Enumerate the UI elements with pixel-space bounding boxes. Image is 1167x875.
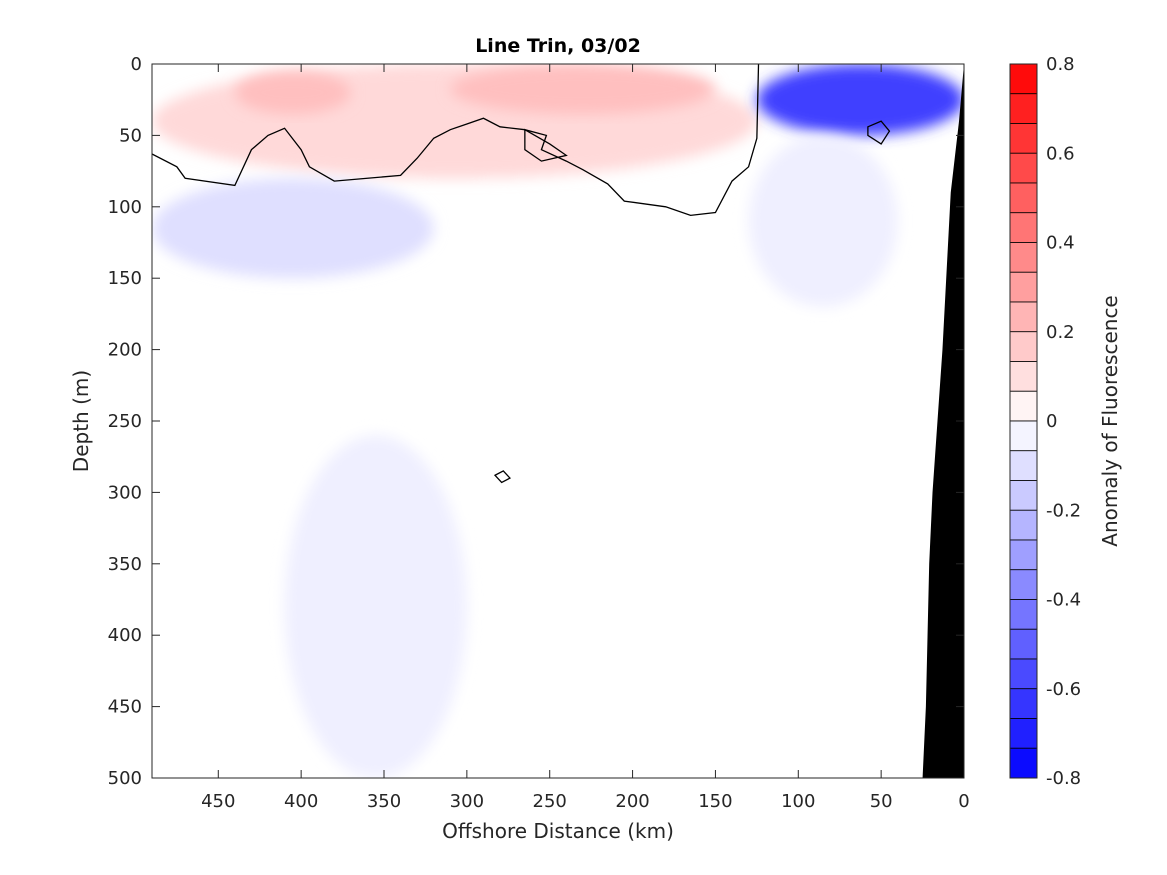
colorbar-level xyxy=(1009,509,1038,541)
y-tick-label: 200 xyxy=(108,340,142,361)
colorbar-level xyxy=(1009,242,1038,273)
colorbar-tick-label: 0 xyxy=(1046,411,1057,432)
colorbar-level xyxy=(1009,420,1038,452)
colorbar-level xyxy=(1009,599,1038,630)
anomaly-region-negative xyxy=(748,135,898,307)
colorbar-level xyxy=(1009,63,1038,95)
colorbar-level xyxy=(1009,123,1038,154)
y-tick-label: 0 xyxy=(131,54,142,75)
colorbar-level xyxy=(1009,688,1038,719)
y-tick-label: 250 xyxy=(108,411,142,432)
colorbar-level xyxy=(1009,718,1038,749)
colorbar-level xyxy=(1009,569,1038,600)
colorbar-level xyxy=(1009,450,1038,481)
colorbar-level xyxy=(1009,212,1038,243)
colorbar-label: Anomaly of Fluorescence xyxy=(1098,295,1122,546)
anomaly-region-positive xyxy=(450,64,716,114)
colorbar-tick-label: 0.2 xyxy=(1046,322,1075,343)
y-axis-label: Depth (m) xyxy=(69,370,93,472)
anomaly-region-positive xyxy=(234,71,351,114)
x-tick-label: 200 xyxy=(615,791,649,812)
y-tick-label: 150 xyxy=(108,268,142,289)
x-axis-ticks: 450 400 350 300 250 200 150 100 50 0 xyxy=(201,64,970,812)
y-tick-label: 400 xyxy=(108,625,142,646)
anomaly-region-negative xyxy=(756,64,964,136)
colorbar-tick-label: -0.2 xyxy=(1046,500,1081,521)
anomaly-region-negative xyxy=(284,435,467,778)
x-axis-label: Offshore Distance (km) xyxy=(442,819,674,843)
x-tick-label: 50 xyxy=(870,791,893,812)
colorbar-level xyxy=(1009,480,1038,511)
colorbar-tick-label: -0.8 xyxy=(1046,768,1081,789)
x-tick-label: 400 xyxy=(284,791,318,812)
colorbar-level xyxy=(1009,331,1038,362)
colorbar-level xyxy=(1009,361,1038,392)
colorbar-level xyxy=(1009,390,1038,422)
colorbar-level xyxy=(1009,271,1038,303)
chart-title: Line Trin, 03/02 xyxy=(475,35,641,57)
colorbar-level xyxy=(1009,93,1038,124)
y-tick-label: 500 xyxy=(108,768,142,789)
x-tick-label: 0 xyxy=(958,791,969,812)
zero-contour-line xyxy=(152,64,760,217)
zero-contour-loop xyxy=(524,128,568,162)
colorbar-tick-label: -0.6 xyxy=(1046,679,1081,700)
y-tick-label: 100 xyxy=(108,197,142,218)
colorbar-tick-label: 0.8 xyxy=(1046,54,1075,75)
y-tick-label: 350 xyxy=(108,554,142,575)
y-axis-ticks: 0 50 100 150 200 250 300 350 400 450 500 xyxy=(108,54,964,789)
colorbar-frame xyxy=(1009,63,1038,779)
y-tick-label: 450 xyxy=(108,697,142,718)
colorbar-tick-label: -0.4 xyxy=(1046,590,1081,611)
y-tick-label: 50 xyxy=(119,125,142,146)
x-tick-label: 150 xyxy=(698,791,732,812)
x-tick-label: 450 xyxy=(201,791,235,812)
x-tick-label: 100 xyxy=(781,791,815,812)
colorbar-tick-label: 0.4 xyxy=(1046,233,1075,254)
y-tick-label: 300 xyxy=(108,482,142,503)
colorbar-level xyxy=(1009,152,1038,184)
x-tick-label: 250 xyxy=(533,791,567,812)
colorbar-level xyxy=(1009,628,1038,660)
colorbar-ticks: 0.8 0.6 0.4 0.2 0 -0.2 -0.4 -0.6 -0.8 xyxy=(1046,54,1081,789)
colorbar-tick-label: 0.6 xyxy=(1046,143,1075,164)
x-tick-label: 350 xyxy=(367,791,401,812)
colorbar-level xyxy=(1009,658,1038,690)
anomaly-region-negative xyxy=(152,178,434,279)
seafloor-bathymetry xyxy=(922,64,964,778)
colorbar-level xyxy=(1009,747,1038,779)
colorbar-level xyxy=(1009,301,1038,333)
anomaly-fields xyxy=(152,64,964,778)
colorbar-level xyxy=(1009,182,1038,214)
colorbar-level xyxy=(1009,539,1038,571)
colorbar xyxy=(1009,63,1038,779)
zero-contour-loop xyxy=(493,470,512,484)
zero-contour-loop xyxy=(867,120,891,145)
x-tick-label: 300 xyxy=(450,791,484,812)
